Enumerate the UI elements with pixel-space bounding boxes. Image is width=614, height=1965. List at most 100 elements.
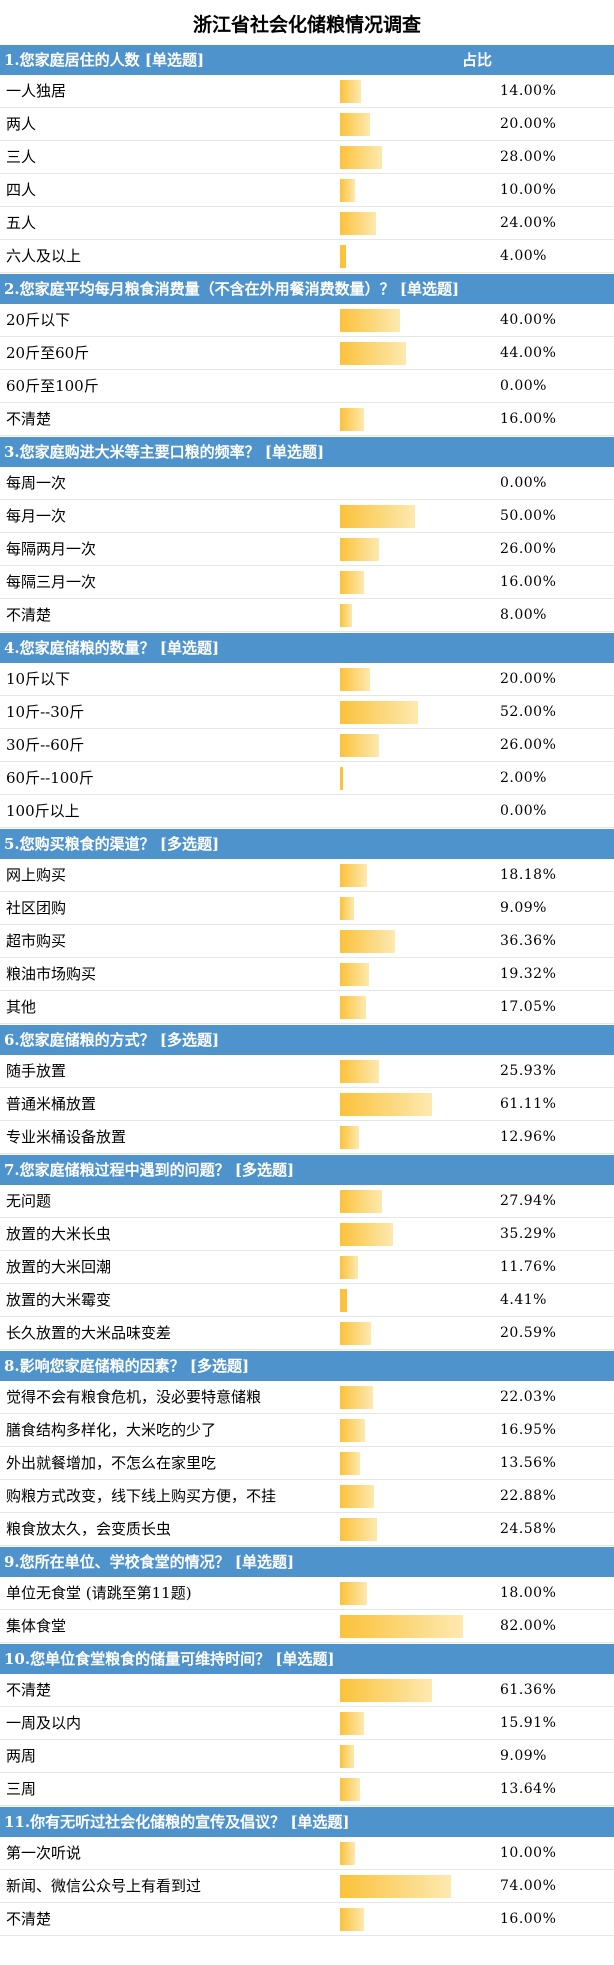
answer-row: 四人 10.00% xyxy=(0,174,614,207)
percentage-value: 35.29% xyxy=(500,1218,556,1251)
percentage-value: 16.95% xyxy=(500,1414,556,1447)
percentage-value: 50.00% xyxy=(500,500,556,533)
answer-row: 放置的大米回潮 11.76% xyxy=(0,1251,614,1284)
answer-row: 无问题 27.94% xyxy=(0,1185,614,1218)
answer-row: 觉得不会有粮食危机，没必要特意储粮 22.03% xyxy=(0,1381,614,1414)
question-text: 11.你有无听过社会化储粮的宣传及倡议？ [单选题] xyxy=(4,1813,350,1831)
percentage-bar xyxy=(340,571,364,594)
percentage-value: 20.00% xyxy=(500,663,556,696)
answer-label: 网上购买 xyxy=(6,859,336,892)
answer-label: 粮油市场购买 xyxy=(6,958,336,991)
percentage-bar xyxy=(340,1322,371,1345)
question-text: 9.您所在单位、学校食堂的情况？ [单选题] xyxy=(4,1553,294,1571)
answer-label: 两周 xyxy=(6,1740,336,1773)
percentage-bar xyxy=(340,864,367,887)
percentage-bar xyxy=(340,309,400,332)
percentage-value: 28.00% xyxy=(500,141,556,174)
percentage-value: 0.00% xyxy=(500,795,547,828)
percentage-value: 9.09% xyxy=(500,1740,547,1773)
ratio-header: 占比 xyxy=(462,45,492,75)
question-text: 1.您家庭居住的人数 [单选题] xyxy=(4,51,204,69)
answer-row: 专业米桶设备放置 12.96% xyxy=(0,1121,614,1154)
answer-label: 五人 xyxy=(6,207,336,240)
answer-row: 购粮方式改变，线下线上购买方便，不挂 22.88% xyxy=(0,1480,614,1513)
question-header: 11.你有无听过社会化储粮的宣传及倡议？ [单选题] xyxy=(0,1806,614,1837)
answer-label: 外出就餐增加，不怎么在家里吃 xyxy=(6,1447,336,1480)
percentage-bar xyxy=(340,1190,382,1213)
percentage-bar xyxy=(340,897,354,920)
answer-label: 三周 xyxy=(6,1773,336,1806)
percentage-value: 2.00% xyxy=(500,762,547,795)
answer-label: 社区团购 xyxy=(6,892,336,925)
answer-label: 每隔三月一次 xyxy=(6,566,336,599)
answer-row: 五人 24.00% xyxy=(0,207,614,240)
answer-row: 集体食堂 82.00% xyxy=(0,1610,614,1643)
percentage-value: 0.00% xyxy=(500,370,547,403)
answer-label: 10斤--30斤 xyxy=(6,696,336,729)
percentage-value: 4.41% xyxy=(500,1284,547,1317)
answer-label: 超市购买 xyxy=(6,925,336,958)
percentage-bar xyxy=(340,701,418,724)
answer-row: 社区团购 9.09% xyxy=(0,892,614,925)
answer-row: 每隔三月一次 16.00% xyxy=(0,566,614,599)
answer-row: 普通米桶放置 61.11% xyxy=(0,1088,614,1121)
answer-row: 三周 13.64% xyxy=(0,1773,614,1806)
answer-label: 单位无食堂 (请跳至第11题) xyxy=(6,1577,336,1610)
answer-row: 一周及以内 15.91% xyxy=(0,1707,614,1740)
percentage-value: 16.00% xyxy=(500,1903,556,1936)
percentage-value: 13.64% xyxy=(500,1773,556,1806)
question-text: 6.您家庭储粮的方式？ [多选题] xyxy=(4,1031,219,1049)
answer-row: 放置的大米霉变 4.41% xyxy=(0,1284,614,1317)
percentage-value: 13.56% xyxy=(500,1447,556,1480)
answer-label: 两人 xyxy=(6,108,336,141)
question-header: 7.您家庭储粮过程中遇到的问题？ [多选题] xyxy=(0,1154,614,1185)
percentage-bar xyxy=(340,1875,451,1898)
percentage-value: 22.03% xyxy=(500,1381,556,1414)
question-header: 10.您单位食堂粮食的储量可维持时间？ [单选题] xyxy=(0,1643,614,1674)
answer-row: 一人独居 14.00% xyxy=(0,75,614,108)
answer-label: 普通米桶放置 xyxy=(6,1088,336,1121)
answer-label: 每隔两月一次 xyxy=(6,533,336,566)
percentage-value: 27.94% xyxy=(500,1185,556,1218)
answer-label: 每周一次 xyxy=(6,467,336,500)
percentage-value: 20.00% xyxy=(500,108,556,141)
question-header: 1.您家庭居住的人数 [单选题] 占比 xyxy=(0,44,614,75)
answer-row: 膳食结构多样化，大米吃的少了 16.95% xyxy=(0,1414,614,1447)
percentage-bar xyxy=(340,963,369,986)
percentage-value: 16.00% xyxy=(500,566,556,599)
percentage-bar xyxy=(340,245,346,268)
answer-row: 10斤以下 20.00% xyxy=(0,663,614,696)
percentage-value: 40.00% xyxy=(500,304,556,337)
answer-row: 60斤--100斤 2.00% xyxy=(0,762,614,795)
survey-body: 1.您家庭居住的人数 [单选题] 占比 一人独居 14.00% 两人 20.00% 三人 28… xyxy=(0,44,614,1936)
answer-row: 每周一次 0.00% xyxy=(0,467,614,500)
percentage-value: 25.93% xyxy=(500,1055,556,1088)
percentage-value: 44.00% xyxy=(500,337,556,370)
percentage-bar xyxy=(340,1582,367,1605)
percentage-bar xyxy=(340,1060,379,1083)
percentage-value: 10.00% xyxy=(500,174,556,207)
percentage-bar xyxy=(340,505,415,528)
answer-label: 一周及以内 xyxy=(6,1707,336,1740)
percentage-value: 36.36% xyxy=(500,925,556,958)
percentage-value: 74.00% xyxy=(500,1870,556,1903)
answer-label: 膳食结构多样化，大米吃的少了 xyxy=(6,1414,336,1447)
answer-row: 20斤至60斤 44.00% xyxy=(0,337,614,370)
answer-label: 60斤--100斤 xyxy=(6,762,336,795)
answer-row: 两人 20.00% xyxy=(0,108,614,141)
percentage-bar xyxy=(340,1745,354,1768)
answer-row: 不清楚 16.00% xyxy=(0,403,614,436)
page-title: 浙江省社会化储粮情况调查 xyxy=(0,0,614,44)
answer-label: 100斤以上 xyxy=(6,795,336,828)
question-header: 8.影响您家庭储粮的因素？ [多选题] xyxy=(0,1350,614,1381)
answer-label: 其他 xyxy=(6,991,336,1024)
answer-label: 不清楚 xyxy=(6,403,336,436)
percentage-bar xyxy=(340,179,355,202)
answer-label: 放置的大米霉变 xyxy=(6,1284,336,1317)
answer-row: 60斤至100斤 0.00% xyxy=(0,370,614,403)
percentage-bar xyxy=(340,734,379,757)
answer-label: 一人独居 xyxy=(6,75,336,108)
percentage-bar xyxy=(340,1452,360,1475)
answer-label: 不清楚 xyxy=(6,1903,336,1936)
question-header: 5.您购买粮食的渠道？ [多选题] xyxy=(0,828,614,859)
